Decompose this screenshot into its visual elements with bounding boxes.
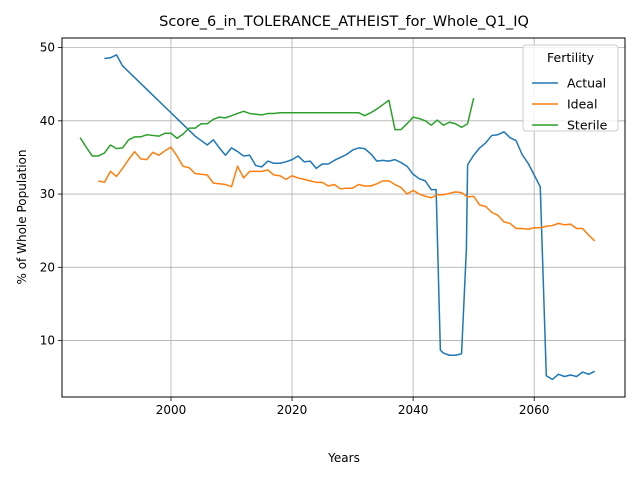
- y-tick-label: 20: [40, 260, 55, 274]
- legend-label-sterile: Sterile: [567, 118, 608, 133]
- legend-label-ideal: Ideal: [567, 97, 597, 112]
- x-tick-label: 2060: [519, 403, 550, 417]
- series-line-actual: [104, 54, 596, 381]
- x-tick-label: 2040: [398, 403, 429, 417]
- series-line-sterile: [79, 97, 475, 157]
- legend-label-actual: Actual: [567, 76, 606, 91]
- axis-ticks: 2000 2020 2040 2060 10 20 30 40 50: [40, 41, 550, 417]
- y-axis-label: % of Whole Population: [15, 150, 29, 285]
- series-line-ideal: [98, 146, 596, 242]
- x-axis-label: Years: [327, 451, 360, 465]
- plot-frame: [61, 37, 626, 398]
- chart-title: Score_6_in_TOLERANCE_ATHEIST_for_Whole_Q…: [159, 14, 529, 30]
- y-tick-label: 40: [40, 114, 55, 128]
- legend-box: [522, 44, 619, 132]
- legend-title: Fertility: [547, 50, 595, 65]
- y-tick-label: 50: [40, 41, 55, 55]
- y-tick-label: 10: [40, 334, 55, 348]
- x-tick-label: 2020: [277, 403, 308, 417]
- legend: Fertility Actual Ideal Sterile: [522, 44, 619, 133]
- series-lines: [79, 54, 596, 381]
- x-tick-label: 2000: [156, 403, 187, 417]
- y-tick-label: 30: [40, 187, 55, 201]
